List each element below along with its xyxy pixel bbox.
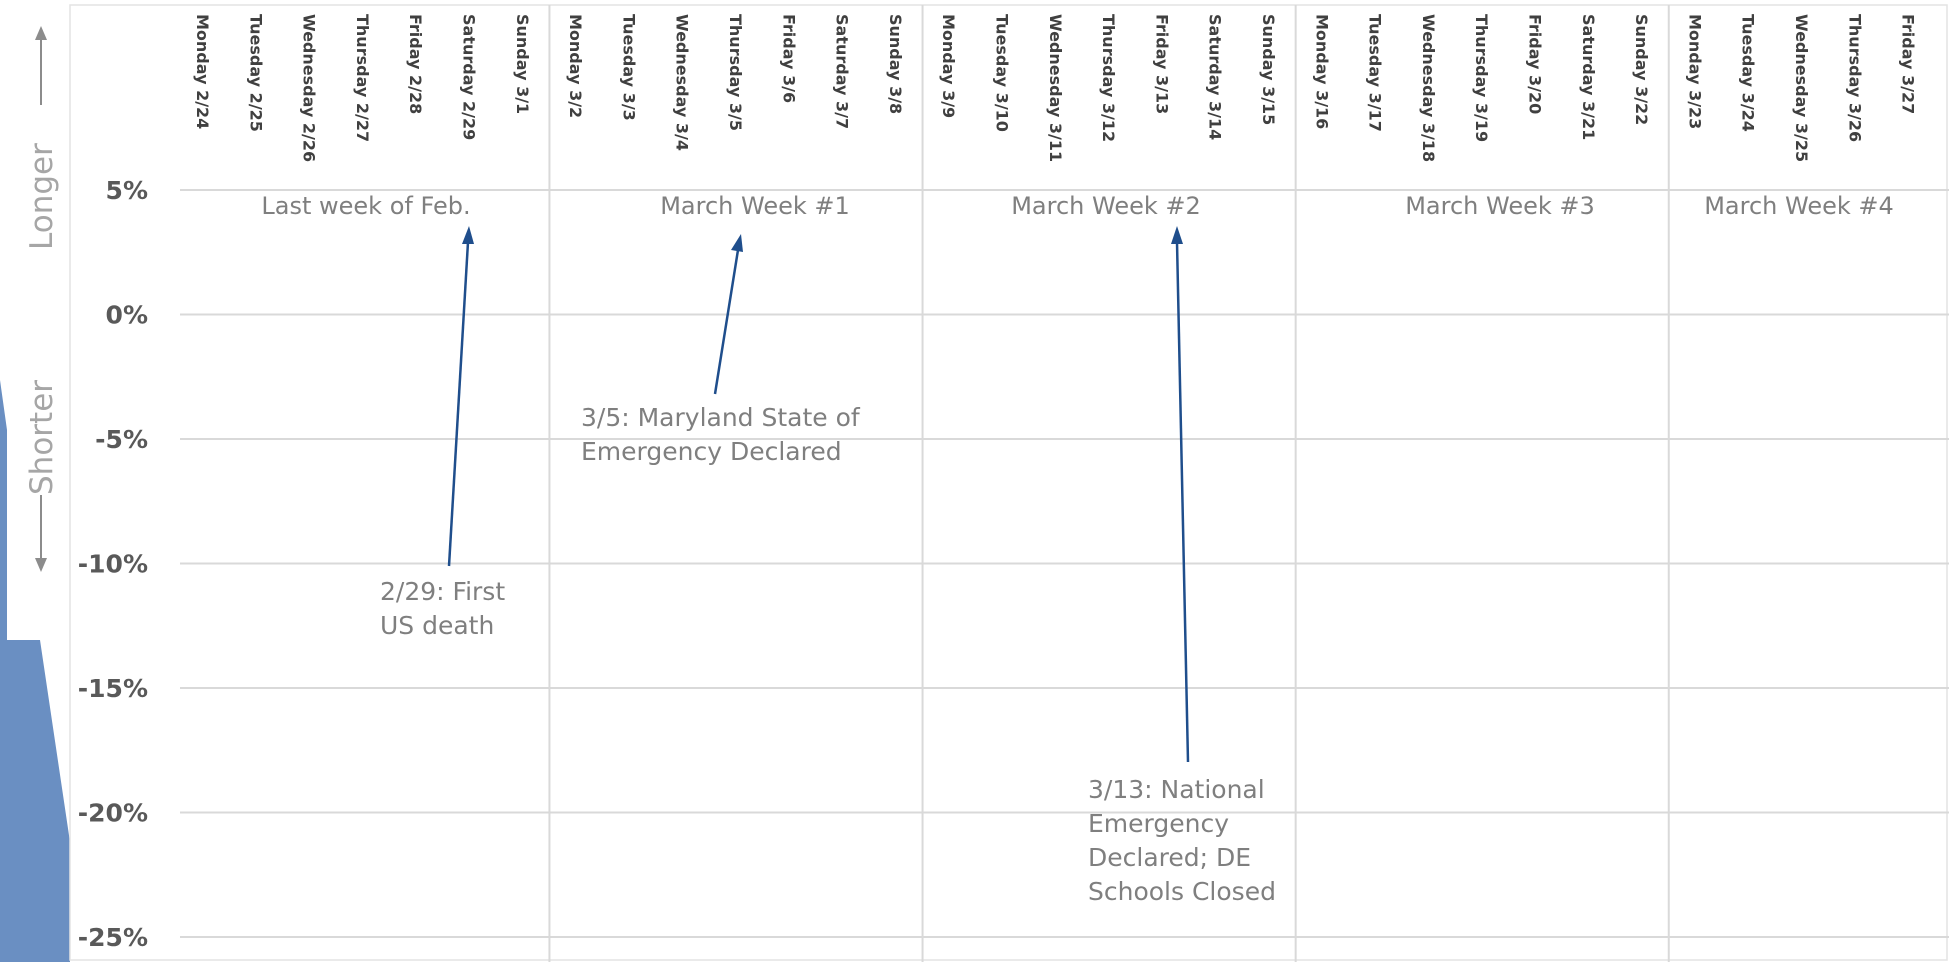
day-label: Friday 3/6 xyxy=(779,14,798,103)
day-label: Friday 2/28 xyxy=(406,14,425,114)
week-label: Last week of Feb. xyxy=(261,192,470,220)
day-label: Sunday 3/22 xyxy=(1632,14,1651,125)
pointer-maryland xyxy=(713,249,740,395)
day-label: Monday 3/2 xyxy=(566,14,585,118)
annotation-maryland: 3/5: Maryland State of Emergency Declare… xyxy=(581,403,868,466)
week-label: March Week #2 xyxy=(1011,192,1201,220)
pointer-national-head xyxy=(1171,226,1183,244)
day-label: Tuesday 3/10 xyxy=(993,14,1012,132)
annotation-pointers xyxy=(447,226,1190,763)
day-label: Tuesday 3/17 xyxy=(1366,14,1385,132)
day-label: Monday 3/23 xyxy=(1685,14,1704,129)
day-label: Sunday 3/1 xyxy=(513,14,532,114)
pointer-maryland-head xyxy=(731,234,743,252)
day-label: Friday 3/27 xyxy=(1899,14,1918,114)
down-arrow-head xyxy=(35,558,47,572)
day-label: Saturday 3/14 xyxy=(1206,14,1225,140)
day-label: Thursday 3/5 xyxy=(726,14,745,131)
day-label: Saturday 3/21 xyxy=(1579,14,1598,140)
week-label: March Week #4 xyxy=(1704,192,1894,220)
plot-area xyxy=(70,0,1949,962)
day-label: Saturday 2/29 xyxy=(460,14,479,140)
direction-indicator: Longer Shorter xyxy=(24,26,60,572)
pointer-first-death xyxy=(447,241,470,567)
pointer-first-death-head xyxy=(462,226,474,244)
up-arrow-head xyxy=(35,26,47,40)
day-label: Wednesday 3/11 xyxy=(1046,14,1065,162)
pointer-national xyxy=(1175,241,1190,763)
y-tick-label: 5% xyxy=(106,176,148,205)
day-label: Monday 3/16 xyxy=(1312,14,1331,129)
y-tick-label: -5% xyxy=(95,425,148,454)
bar-partial xyxy=(0,380,70,962)
y-tick-label: -10% xyxy=(78,550,148,579)
day-label: Thursday 3/19 xyxy=(1472,14,1491,142)
day-label: Saturday 3/7 xyxy=(833,14,852,129)
day-label: Sunday 3/15 xyxy=(1259,14,1278,125)
day-label: Thursday 2/27 xyxy=(353,14,372,142)
day-label: Thursday 3/26 xyxy=(1845,14,1864,142)
direction-shorter-label: Shorter xyxy=(24,380,60,495)
y-tick-label: -15% xyxy=(78,674,148,703)
day-label: Wednesday 2/26 xyxy=(300,14,319,162)
day-label: Tuesday 3/24 xyxy=(1739,14,1758,132)
day-label: Friday 3/20 xyxy=(1526,14,1545,114)
annotation-national: 3/13: National Emergency Declared; DE Sc… xyxy=(1088,775,1276,906)
week-label: March Week #1 xyxy=(660,192,850,220)
day-label: Wednesday 3/4 xyxy=(673,14,692,151)
day-label: Tuesday 2/25 xyxy=(246,14,265,132)
day-label: Sunday 3/8 xyxy=(886,14,905,114)
annotation-first-death: 2/29: First US death xyxy=(380,577,513,640)
day-label: Friday 3/13 xyxy=(1152,14,1171,114)
day-label: Wednesday 3/25 xyxy=(1792,14,1811,162)
day-label: Tuesday 3/3 xyxy=(619,14,638,121)
y-tick-label: -25% xyxy=(78,923,148,952)
week-label: March Week #3 xyxy=(1405,192,1595,220)
day-label: Monday 3/9 xyxy=(939,14,958,118)
day-label: Thursday 3/12 xyxy=(1099,14,1118,142)
chart-border xyxy=(69,4,1948,961)
day-label: Monday 2/24 xyxy=(193,14,212,129)
y-tick-label: -20% xyxy=(78,799,148,828)
day-label: Wednesday 3/18 xyxy=(1419,14,1438,162)
direction-longer-label: Longer xyxy=(24,143,60,250)
y-tick-label: 0% xyxy=(106,301,148,330)
